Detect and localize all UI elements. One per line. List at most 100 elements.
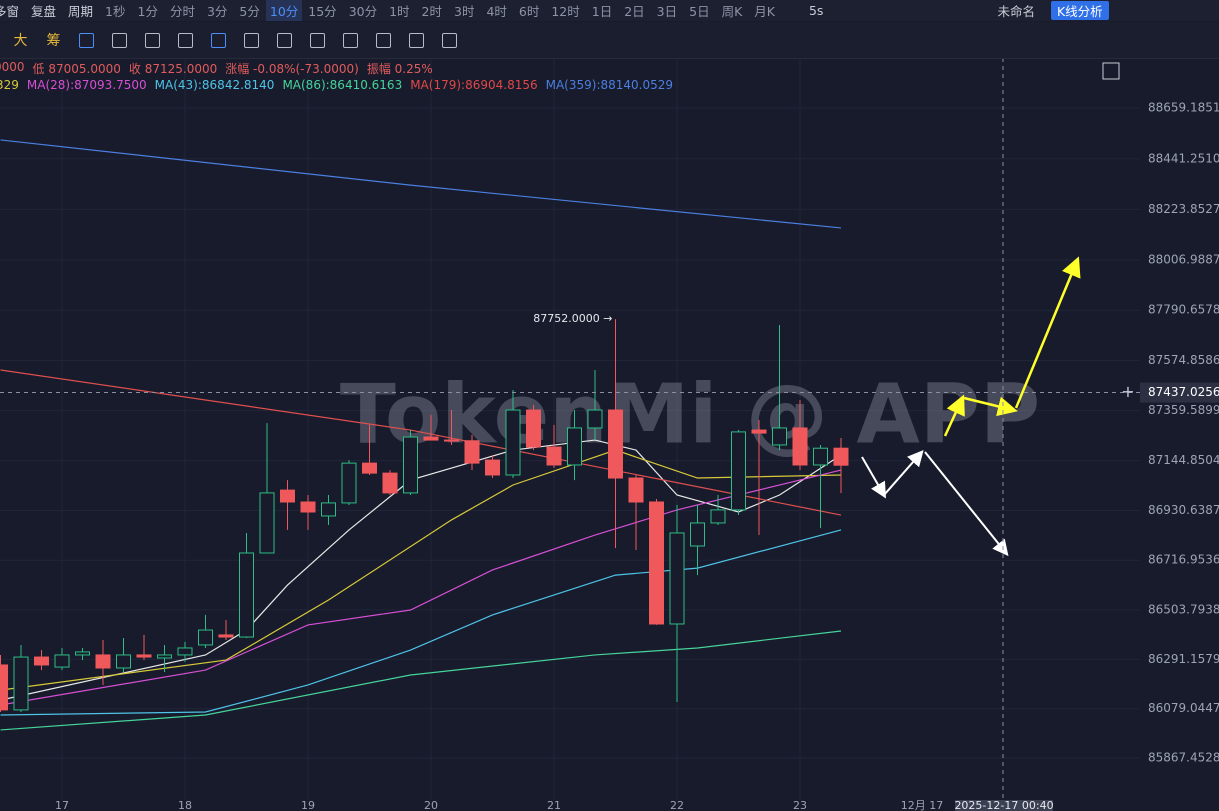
info-item: 收 87125.0000 <box>128 62 218 76</box>
period-button[interactable]: 2日 <box>624 4 645 19</box>
candle-body <box>772 427 787 446</box>
tool-icon[interactable] <box>277 32 292 48</box>
y-tick-label: 87359.5899 <box>1148 403 1219 417</box>
arrow <box>861 456 887 499</box>
candle-body <box>567 427 582 466</box>
candle-body <box>587 409 603 429</box>
crosshair-price: 87437.0256 <box>1148 385 1219 399</box>
layout-name[interactable]: 未命名 <box>997 4 1035 19</box>
ohlc-info: 0000 低 87005.0000 收 87125.0000 涨幅 -0.08%(-7… <box>0 60 433 77</box>
x-tick-label: 22 <box>670 799 684 811</box>
period-button[interactable]: 周K <box>721 4 743 19</box>
period-button[interactable]: 3日 <box>656 4 678 19</box>
candle-body <box>136 654 152 658</box>
candle-body <box>75 651 90 656</box>
candle-body <box>751 429 767 434</box>
x-tick-label: 20 <box>424 799 438 811</box>
period-button[interactable]: 6时 <box>518 4 540 19</box>
tool-icon[interactable] <box>343 32 358 48</box>
x-tick-label: 19 <box>301 799 315 811</box>
period-button[interactable]: 12时 <box>551 4 580 19</box>
candle-body <box>731 431 746 511</box>
candle-body <box>526 409 541 448</box>
period-button[interactable]: 3分 <box>206 4 228 19</box>
period-button[interactable]: 1日 <box>591 4 613 19</box>
arrow <box>1014 256 1081 409</box>
y-tick-label: 86930.6387 <box>1148 503 1219 517</box>
candle-body <box>546 446 562 466</box>
drawing-tool[interactable]: 筹 <box>46 33 61 49</box>
y-tick-label: 86716.9536 <box>1148 553 1219 567</box>
period-button[interactable]: 分时 <box>169 4 195 19</box>
ma-line <box>0 449 842 691</box>
y-tick-label: 87144.8504 <box>1148 453 1219 467</box>
ma-legend: 329 MA(28):87093.7500 MA(43):86842.8140 MA(… <box>0 78 673 92</box>
period-button[interactable]: 1分 <box>137 4 158 19</box>
candle-body <box>198 629 213 646</box>
drawing-tool[interactable]: 大 <box>13 33 28 49</box>
drawing-toolbar: 大筹 <box>0 22 1219 59</box>
y-tick-label: 86291.1579 <box>1148 652 1219 666</box>
y-tick-label: 85867.4528 <box>1148 750 1219 764</box>
x-tick-label: 23 <box>793 799 807 811</box>
period-button[interactable]: 3时 <box>454 4 475 19</box>
tool-icon[interactable] <box>244 32 259 48</box>
x-tick-label: 12月 17 <box>901 799 944 811</box>
x-tick-label: 18 <box>178 799 192 811</box>
candle-body <box>792 427 808 466</box>
fullscreen-icon[interactable] <box>1102 62 1120 80</box>
toolbar-item[interactable]: 周期 <box>68 4 94 19</box>
y-tick-label: 88659.1851 <box>1148 101 1219 115</box>
y-tick-label: 88441.2510 <box>1148 151 1219 165</box>
candle-body <box>95 654 111 669</box>
watermark: TokenMi @ APP <box>340 367 1040 462</box>
candle-body <box>649 501 664 625</box>
candle-body <box>321 502 336 517</box>
tool-icon[interactable] <box>409 32 424 48</box>
y-tick-label: 88223.8527 <box>1148 202 1219 216</box>
ma-line <box>0 529 842 716</box>
tool-icon[interactable] <box>79 32 94 48</box>
period-button[interactable]: 10分 <box>265 0 303 21</box>
y-tick-label: 86503.7938 <box>1148 602 1219 616</box>
candle-body <box>54 654 70 668</box>
candle-body <box>116 654 131 669</box>
period-button[interactable]: 15分 <box>308 4 337 19</box>
legend-entry: 329 <box>0 78 19 92</box>
y-tick-label: 87790.6578 <box>1148 303 1219 317</box>
period-button[interactable]: 5分 <box>239 4 260 19</box>
period-button[interactable]: 4时 <box>486 4 507 19</box>
period-button[interactable]: 1时 <box>389 4 410 19</box>
x-tick-label: 21 <box>547 799 561 811</box>
tool-icon[interactable] <box>211 32 226 48</box>
tool-icon[interactable] <box>310 32 325 48</box>
period-button[interactable]: 5日 <box>689 4 710 19</box>
candle-body <box>423 436 439 441</box>
analysis-button[interactable]: K线分析 <box>1050 1 1109 20</box>
tool-icon[interactable] <box>178 32 193 48</box>
tool-icon[interactable] <box>376 32 391 48</box>
candle-body <box>362 462 377 474</box>
tool-icon[interactable] <box>112 32 127 48</box>
period-button[interactable]: 月K <box>754 4 775 19</box>
refresh-interval[interactable]: 5s <box>808 3 824 18</box>
arrow <box>883 449 924 496</box>
candle-body <box>382 472 398 494</box>
period-button[interactable]: 2时 <box>421 4 442 19</box>
toolbar-item[interactable]: 复盘 <box>31 4 57 19</box>
period-button[interactable]: 1秒 <box>105 4 126 19</box>
candle-body <box>710 509 726 524</box>
arrow <box>924 451 1009 557</box>
candle-body <box>833 447 849 466</box>
y-tick-label: 88006.9887 <box>1148 252 1219 266</box>
legend-entry: MA(359):88140.0529 <box>545 78 674 92</box>
candle-body <box>218 634 234 638</box>
candle-body <box>690 522 705 547</box>
tool-icon[interactable] <box>145 32 160 48</box>
period-button[interactable]: 30分 <box>348 4 378 19</box>
info-item: 涨幅 -0.08%(-73.0000) <box>225 62 359 76</box>
toolbar-item[interactable]: 多窗 <box>0 4 20 19</box>
candle-body <box>341 462 357 504</box>
tool-icon[interactable] <box>442 32 457 48</box>
